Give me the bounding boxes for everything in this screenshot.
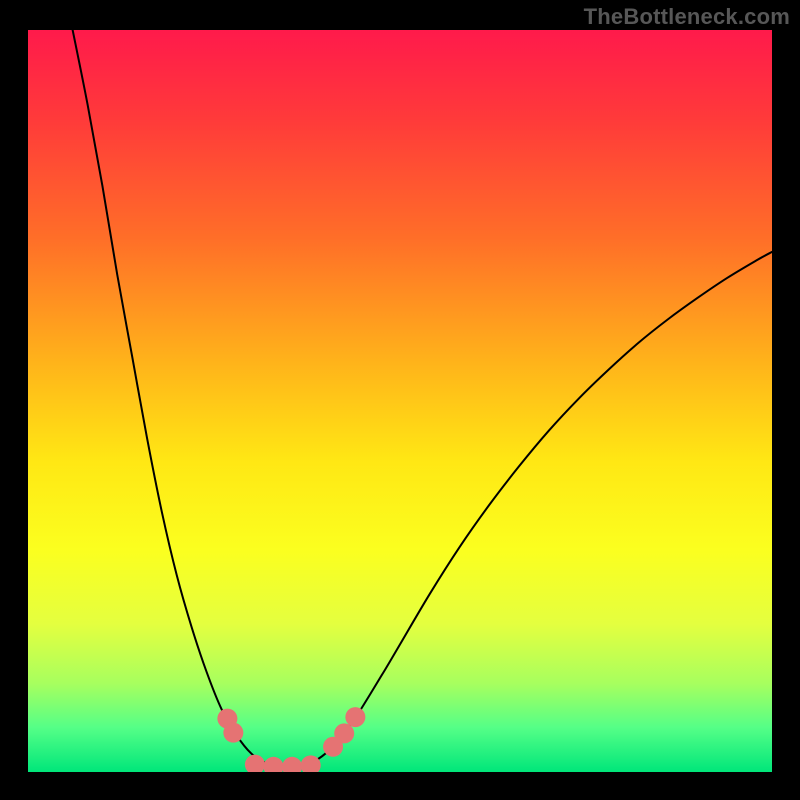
plot-area [28,30,772,772]
plot-svg [28,30,772,772]
curve-marker [334,723,354,743]
watermark-text: TheBottleneck.com [584,4,790,30]
chart-frame: TheBottleneck.com [0,0,800,800]
curve-marker [345,707,365,727]
curve-marker [223,723,243,743]
